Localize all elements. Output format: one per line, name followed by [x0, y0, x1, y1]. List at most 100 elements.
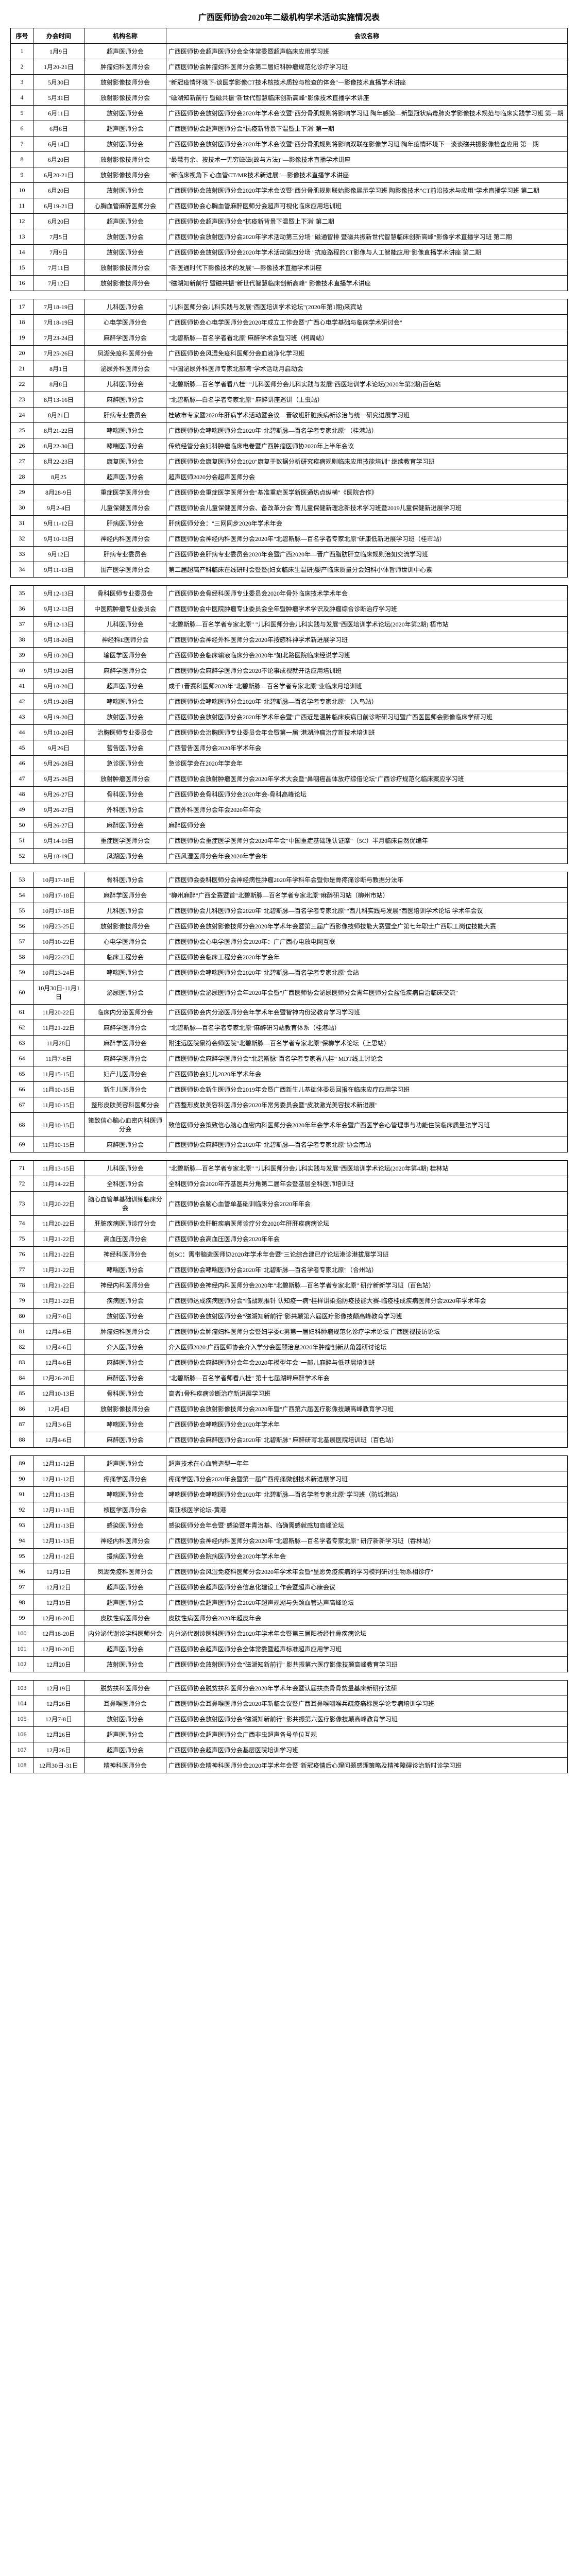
cell-org: 超声医师分会: [84, 1580, 166, 1595]
table-row: 126月20日超声医师分会广西医师协会超声医师分会"抗疫新背景下温暨上下消"第二…: [11, 214, 568, 229]
cell-name: 广西医师协会放射医师分会"磁湖知新前行" 影共振第六医疗影像技颠高峰教育学习班: [166, 1657, 568, 1672]
cell-seq: 59: [11, 965, 33, 980]
cell-time: 10月30日-11月1日: [33, 980, 84, 1005]
cell-org: 神经内科医师分会: [84, 1533, 166, 1549]
cell-time: 12月20日: [33, 1657, 84, 1672]
cell-time: 12月3-6日: [33, 1417, 84, 1432]
cell-org: 全科医师分会: [84, 1176, 166, 1192]
cell-org: 超声医师分会: [84, 469, 166, 485]
cell-org: 哮喘医师分会: [84, 423, 166, 438]
cell-seq: 25: [11, 423, 33, 438]
table-row: 207月25-26日凤湖免疫科医师分会广西医师协会风湿免疫科医师分会血液净化学习…: [11, 346, 568, 361]
cell-name: 高者1骨科疾病诊断治疗新进展学习班: [166, 1386, 568, 1401]
cell-org: 耳鼻喉医师分会: [84, 1696, 166, 1711]
cell-time: 9月12日: [33, 547, 84, 562]
cell-org: 儿科医师分会: [84, 903, 166, 919]
table-row: 268月22-30日哮喘医师分会传统经管分会妇科肿瘤临床电卷暨广西肿瘤医师协20…: [11, 438, 568, 454]
cell-name: 广西医师达成疾病医师分会"临战观推针 认知疫一病"桂样讲染指防疫技能大赛-临疫桂…: [166, 1293, 568, 1309]
table-row: 459月26日营告医师分会广西营告医师分会2020年学术年会: [11, 740, 568, 756]
cell-seq: 77: [11, 1262, 33, 1278]
cell-seq: 92: [11, 1502, 33, 1518]
cell-org: 心胸血管麻醉医师分会: [84, 198, 166, 214]
cell-org: 超声医师分会: [84, 1595, 166, 1611]
cell-time: 1月9日: [33, 44, 84, 59]
cell-time: 11月7-8日: [33, 1051, 84, 1066]
cell-time: 11月20-22日: [33, 1216, 84, 1231]
table-row: 519月14-19日重症医学医师分会广西医师协会重症医学医师分会2020年年会"…: [11, 833, 568, 849]
cell-name: "北碧斯脉—百名学者专家北原" "儿科医师分会儿科实践与发展"西医培训学术论坛(…: [166, 1161, 568, 1176]
cell-org: 凤湖免疫科医师分会: [84, 346, 166, 361]
cell-name: 超声技术在心血管造型一年年: [166, 1456, 568, 1471]
cell-name: 广西医师协会重症医学医师分会2020年年会"中国重症基础理认证摩"（5C）半月临…: [166, 833, 568, 849]
cell-name: 广西医师协会脱贫扶科医师分会2020年学术年会暨认届扶杰骨骨贫量基床新研疗法研: [166, 1681, 568, 1696]
table-row: 106月20日放射医师分会广西医师协会放射医师分会2020年学术会议暨"西分骨肌…: [11, 183, 568, 198]
activity-table: 8912月11-12日超声医师分会超声技术在心血管造型一年年9012月11-12…: [10, 1455, 568, 1672]
table-row: 8012月7-8日放射医师分会广西医师协会放射医师分会"磁湖知新前行"影共颠第六…: [11, 1309, 568, 1324]
cell-seq: 4: [11, 90, 33, 106]
table-row: 7711月21-22日哮喘医师分会广西医师协会哮喘医师分会2020年"北碧斯脉—…: [11, 1262, 568, 1278]
cell-name: 广西医师协会哮喘医师分会2020年"北碧斯脉—百名学者专家北原"（桂港站）: [166, 423, 568, 438]
cell-org: 放射医师分会: [84, 245, 166, 260]
cell-name: 广西医师协会新生医师分会2019年会暨广西新生儿基础体委员回报在临床应疗应用学习…: [166, 1082, 568, 1097]
cell-name: 广西医师协会放射医师分会2020年学术活动第三分场 "磁通智排 暨磁共振新世代智…: [166, 229, 568, 245]
table-row: 5810月22-23日临床工程分会广西医师协会临床工程分会2020年学会年: [11, 950, 568, 965]
table-row: 5310月17-18日骨科医师分会广西医师会委科医师分会神经病性肿瘤2020年学…: [11, 872, 568, 888]
cell-name: 广西医师协会心电学医师分会2020年：广广西心电放电网互联: [166, 934, 568, 950]
cell-org: 超声医师分会: [84, 44, 166, 59]
cell-name: 广西医师协会超声医师分会基层医院培训学习班: [166, 1742, 568, 1758]
cell-org: 内分泌代谢诊学科医师分会: [84, 1626, 166, 1641]
cell-seq: 66: [11, 1082, 33, 1097]
table-row: 10512月7-8日放射医师分会广西医师协会放射医师分会"磁湖知新前行" 影共振…: [11, 1711, 568, 1727]
cell-org: 肝脏疾病医师诊疗分会: [84, 1216, 166, 1231]
activity-table: 7111月13-15日儿科医师分会"北碧斯脉—百名学者专家北原" "儿科医师分会…: [10, 1160, 568, 1448]
cell-time: 12月11-13日: [33, 1502, 84, 1518]
table-row: 7811月21-22日神经内科医师分会广西医师协会神经内科医师分会2020年"北…: [11, 1278, 568, 1293]
cell-time: 12月10-20日: [33, 1641, 84, 1657]
cell-time: 9月19-20日: [33, 709, 84, 725]
cell-seq: 99: [11, 1611, 33, 1626]
cell-org: 放射影像技师分会: [84, 919, 166, 934]
cell-time: 8月28-9日: [33, 485, 84, 500]
cell-org: 超声医师分会: [84, 214, 166, 229]
cell-name: 广西医师协会中医院肿瘤专业委员会全年暨肿瘤学术学识及肿瘤综合诊断治疗学习班: [166, 601, 568, 617]
cell-seq: 63: [11, 1036, 33, 1051]
cell-org: 援病医师分会: [84, 1549, 166, 1564]
cell-time: 12月4-6日: [33, 1340, 84, 1355]
table-row: 349月11-13日围产医学医师分会第二届超高产科临床在线研时会暨暨(妇女临床生…: [11, 562, 568, 578]
table-row: 9512月11-12日援病医师分会广西医师协会院病医师分会2020年学术年会: [11, 1549, 568, 1564]
table-row: 9812月19日超声医师分会广西医师协会超声医师分会2020年超声规溯与头颈血管…: [11, 1595, 568, 1611]
cell-time: 8月21日: [33, 408, 84, 423]
cell-seq: 33: [11, 547, 33, 562]
cell-time: 7月18-19日: [33, 299, 84, 315]
cell-seq: 64: [11, 1051, 33, 1066]
cell-time: 9月26日: [33, 740, 84, 756]
cell-seq: 23: [11, 392, 33, 408]
cell-org: 超声医师分会: [84, 1641, 166, 1657]
cell-org: 凤湖医师分会: [84, 849, 166, 864]
cell-seq: 65: [11, 1066, 33, 1082]
table-row: 9912月18-20日皮肤性病医师分会皮肤性病医师分会2020年超皮年会: [11, 1611, 568, 1626]
cell-seq: 42: [11, 694, 33, 709]
cell-time: 10月17-18日: [33, 872, 84, 888]
cell-name: "最慧有余、按技术一无穷磁磁(故与方法)"—影像技术直播学术讲座: [166, 152, 568, 167]
table-row: 116月19-21日心胸血管麻醉医师分会广西医师协会心胸血管麻醉医师分会超声可视…: [11, 198, 568, 214]
cell-org: 妇产儿医师分会: [84, 1066, 166, 1082]
table-row: 309月2-4日儿童保健医师分会广西医师协会儿童保健医师分会、备改革分会"育儿童…: [11, 500, 568, 516]
cell-time: 12月11-13日: [33, 1518, 84, 1533]
cell-time: 11月21-22日: [33, 1278, 84, 1293]
cell-time: 8月1日: [33, 361, 84, 377]
cell-name: "北碧斯脉—百名学者师看八桂" 第十七届湖畔麻醉学术年会: [166, 1370, 568, 1386]
cell-time: 11月10-15日: [33, 1097, 84, 1113]
cell-time: 9月26-27日: [33, 818, 84, 833]
cell-name: 广西医师会委科医师分会神经病性肿瘤2020年学科年会暨你是骨疼痛诊断与教据分法年: [166, 872, 568, 888]
cell-org: 核医学医师分会: [84, 1502, 166, 1518]
cell-time: 11月21-22日: [33, 1247, 84, 1262]
table-row: 7311月20-22日脑心血管单基础训练临床分会广西医师协会脑心血管单基础训临床…: [11, 1192, 568, 1216]
cell-name: 疼痛学医师分会2020年会暨第一届广西疼痛微创技术新进展学习班: [166, 1471, 568, 1487]
cell-org: 急诊医师分会: [84, 756, 166, 771]
cell-name: 广西医师协会脑心血管单基础训临床分会2020年年会: [166, 1192, 568, 1216]
cell-org: 感染医师分会: [84, 1518, 166, 1533]
table-row: 10212月20日放射医师分会广西医师协会放射医师分会"磁湖知新前行" 影共振第…: [11, 1657, 568, 1672]
cell-seq: 47: [11, 771, 33, 787]
cell-name: "中国泌尿外科医师专家北部湾"学术活动月启动会: [166, 361, 568, 377]
